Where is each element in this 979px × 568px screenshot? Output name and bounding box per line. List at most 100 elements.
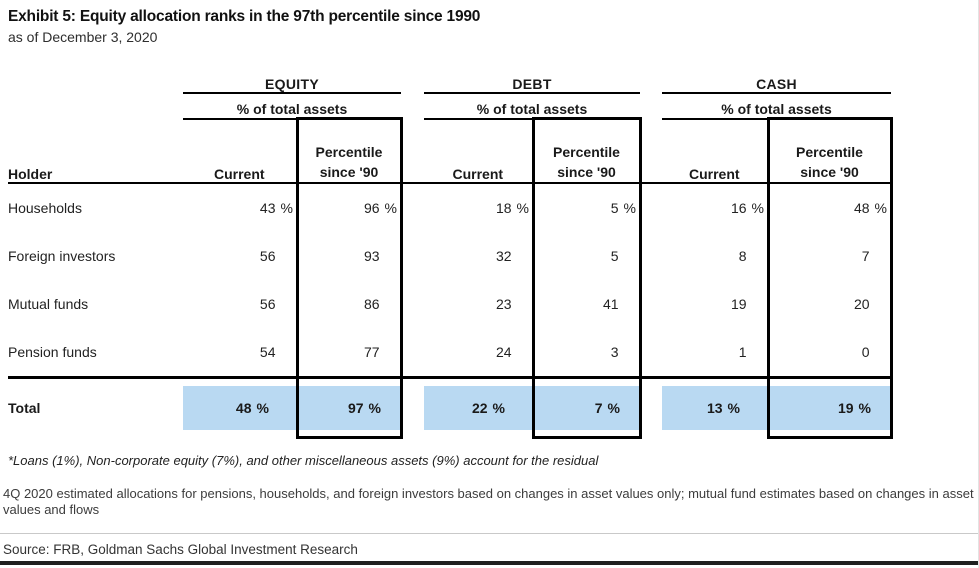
debt-percentile-value: 41 [531,280,642,328]
cash-current-total: 13% [662,376,769,438]
value-text: 48 [853,200,870,216]
value-text: 96 [363,200,380,216]
percentile-label-line1: Percentile [315,144,383,160]
column-gap [640,280,662,328]
cash-percentile-total: 19% [766,376,893,439]
subheader-debt: % of total assets [424,93,641,120]
equity-current-header: Current [183,118,297,184]
holder-name: Foreign investors [8,248,116,264]
percent-sign: % [858,400,871,416]
table-row-mutual-funds: Mutual funds 56 86 23 41 19 20 [8,280,893,328]
exhibit-subtitle: as of December 3, 2020 [8,29,158,45]
percentile-label-line2: since '90 [557,164,616,180]
value-text: 22 [471,400,488,416]
cash-percentile-value: 48% [766,183,893,232]
value-text: 1 [738,344,747,360]
percent-sign: % [751,200,764,216]
highlight-cell: 7% [534,386,639,430]
column-gap [640,376,663,438]
equity-current-total: 48% [183,376,297,438]
value-text: 7 [861,248,870,264]
value-text: 77 [363,344,380,360]
cash-current-header: Current [662,118,769,184]
separator-line [0,533,978,534]
cash-percentile-header: Percentile since '90 [766,117,893,184]
table-row-pension-funds: Pension funds 54 77 24 3 1 0 [8,328,893,378]
footnote-residual: *Loans (1%), Non-corporate equity (7%), … [8,453,599,468]
bottom-rule [0,561,978,565]
value-text: 13 [706,400,723,416]
equity-percentile-value: 96% [295,183,403,232]
column-gap [401,71,424,93]
holder-name: Total [8,376,183,438]
column-gap [640,232,662,280]
debt-current-total: 22% [424,376,534,438]
value-text: 86 [363,296,380,312]
empty-cell [8,71,183,93]
column-gap [640,71,662,93]
value-text: 32 [495,248,512,264]
equity-current-value: 56 [183,232,297,280]
subheader-equity: % of total assets [183,93,402,120]
value-text: 56 [259,296,276,312]
column-gap [640,183,662,232]
empty-cell [8,93,183,119]
highlight-cell: 19% [769,386,890,430]
highlight-cell: 48% [183,386,296,430]
footnote-methodology: 4Q 2020 estimated allocations for pensio… [3,486,974,517]
debt-percentile-header: Percentile since '90 [531,117,642,184]
cash-current-value: 8 [662,232,768,280]
group-header-cash: CASH [662,71,892,94]
value-text: 8 [738,248,747,264]
table-row-total: Total 48% 97% 22% 7% 13% 19% [8,376,893,439]
percentile-label-line1: Percentile [796,144,863,160]
value-text: 18 [495,200,512,216]
exhibit-title: Exhibit 5: Equity allocation ranks in th… [8,8,481,25]
column-gap [401,280,424,328]
group-header-debt: DEBT [424,71,641,94]
highlight-cell: 13% [662,386,767,430]
value-text: 20 [853,296,870,312]
debt-current-value: 18% [424,183,533,232]
equity-percentile-value: 86 [295,280,403,328]
table-row-foreign-investors: Foreign investors 56 93 32 5 8 7 [8,232,893,280]
holder-name: Pension funds [8,344,97,360]
column-gap [640,93,662,119]
debt-percentile-value: 5 [531,232,642,280]
value-text: 41 [602,296,619,312]
debt-current-value: 23 [424,280,533,328]
table-row-households: Households 43% 96% 18% 5% 16% 48% [8,183,893,232]
percentile-label-line2: since '90 [319,164,379,180]
column-gap [401,232,424,280]
value-text: 43 [259,200,276,216]
cash-percentile-value: 20 [766,280,893,328]
value-text: 5 [610,248,619,264]
value-text: 5 [610,200,619,216]
percentile-label-line1: Percentile [553,144,620,160]
equity-current-value: 54 [183,328,297,378]
subheader-cash: % of total assets [662,93,892,120]
percentile-label-line2: since '90 [800,164,859,180]
column-gap [401,376,425,438]
debt-current-value: 32 [424,232,533,280]
debt-percentile-total: 7% [531,376,642,439]
value-text: 24 [495,344,512,360]
percent-sign: % [607,400,620,416]
value-text: 93 [363,248,380,264]
cash-percentile-value: 0 [766,328,893,378]
value-text: 16 [730,200,747,216]
debt-percentile-value: 5% [531,183,642,232]
equity-percentile-header: Percentile since '90 [295,117,403,184]
equity-percentile-total: 97% [295,376,403,439]
value-text: 56 [259,248,276,264]
highlight-cell: 97% [298,386,400,430]
percent-sign: % [384,200,397,216]
column-gap [401,118,425,184]
value-text: 19 [730,296,747,312]
debt-current-value: 24 [424,328,533,378]
equity-percentile-value: 93 [295,232,403,280]
subheader-row: % of total assets % of total assets % of… [8,93,892,120]
group-header-row: EQUITY DEBT CASH [8,71,892,94]
holder-column-header: Holder [8,118,183,184]
